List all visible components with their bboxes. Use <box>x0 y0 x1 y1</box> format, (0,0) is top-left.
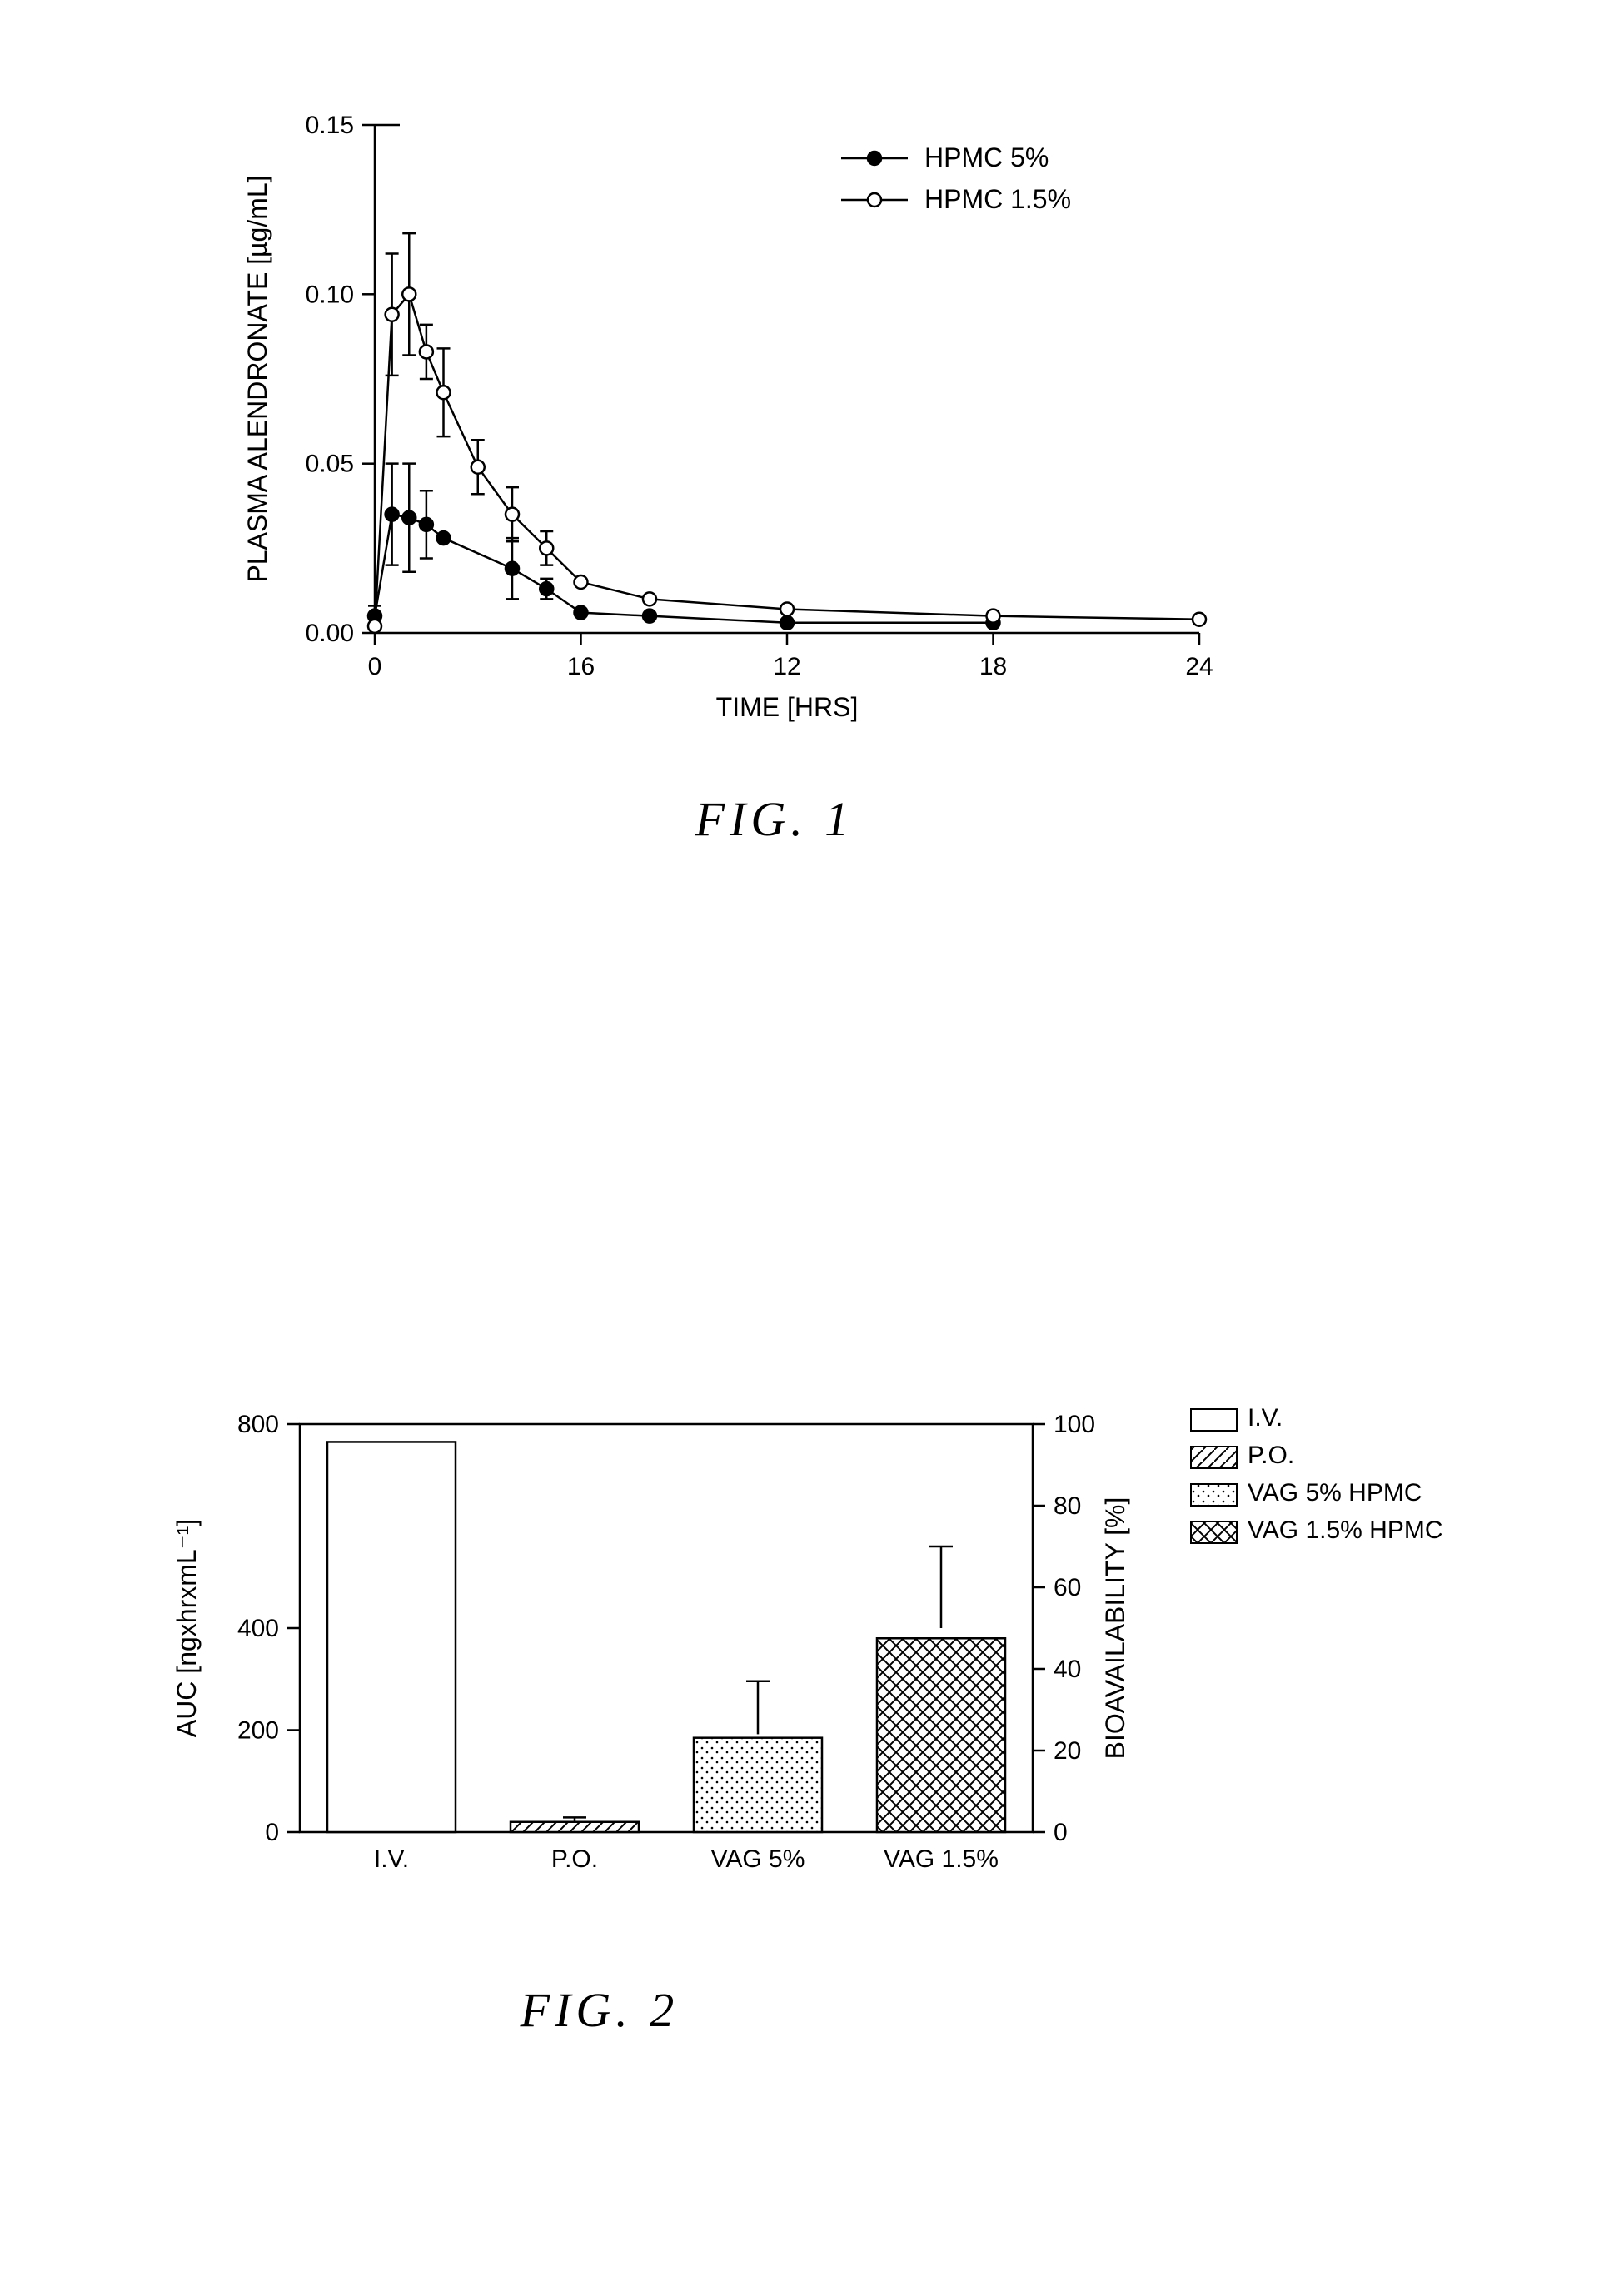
ytick-right: 60 <box>1054 1574 1081 1601</box>
legend-label: P.O. <box>1248 1442 1294 1469</box>
bar <box>877 1638 1005 1832</box>
legend-label: VAG 1.5% HPMC <box>1248 1517 1443 1544</box>
series-hpmc5 <box>368 464 1000 630</box>
ytick-right: 20 <box>1054 1737 1081 1765</box>
figure-1-svg: 0.00 0.05 0.10 0.15 0 16 12 18 24 TIME [… <box>233 83 1316 733</box>
xtick-label: 16 <box>567 653 595 680</box>
ytick-label: 0.10 <box>306 281 354 308</box>
bar <box>327 1442 456 1832</box>
y-axis-right-label: BIOAVAILABILITY [%] <box>1100 1497 1130 1760</box>
category-label: I.V. <box>374 1845 409 1873</box>
xtick-label: 18 <box>979 653 1007 680</box>
legend-item-0: HPMC 5% <box>841 142 1049 172</box>
bar <box>511 1822 639 1832</box>
legend-item: VAG 1.5% HPMC <box>1191 1517 1443 1544</box>
legend-item-1: HPMC 1.5% <box>841 184 1071 214</box>
x-axis-label: TIME [HRS] <box>716 692 859 722</box>
bars-group <box>327 1442 1005 1832</box>
xtick-label: 24 <box>1185 653 1213 680</box>
legend-item: I.V. <box>1191 1404 1283 1432</box>
figure-1-caption: FIG. 1 <box>233 791 1316 847</box>
ytick-left: 400 <box>237 1615 279 1642</box>
ytick-left: 200 <box>237 1717 279 1745</box>
legend-label: VAG 5% HPMC <box>1248 1479 1422 1507</box>
category-label: VAG 5% <box>711 1845 805 1873</box>
legend-label: HPMC 5% <box>924 142 1049 172</box>
ytick-label: 0.00 <box>306 620 354 647</box>
legend-label: HPMC 1.5% <box>924 184 1071 214</box>
figure-2-svg: 0 200 400 800 0 20 40 60 80 100 AUC [ngx… <box>150 1366 1499 1932</box>
xtick-label: 12 <box>773 653 800 680</box>
legend-label: I.V. <box>1248 1404 1283 1432</box>
legend: HPMC 5% HPMC 1.5% <box>841 142 1071 214</box>
left-ticks: 0 200 400 800 <box>237 1411 300 1846</box>
legend: I.V. P.O. VAG 5% HPMC VAG 1.5% HPMC <box>1191 1404 1443 1544</box>
figure-1-panel: 0.00 0.05 0.10 0.15 0 16 12 18 24 TIME [… <box>233 83 1316 733</box>
y-axis-label: PLASMA ALENDRONATE [µg/mL] <box>242 175 272 582</box>
figure-2-panel: 0 200 400 800 0 20 40 60 80 100 AUC [ngx… <box>150 1366 1499 1932</box>
x-ticks: 0 16 12 18 24 <box>368 633 1213 680</box>
ytick-label: 0.15 <box>306 112 354 139</box>
ytick-left: 0 <box>265 1819 279 1846</box>
ytick-right: 100 <box>1054 1411 1095 1438</box>
series-hpmc15 <box>368 233 1206 633</box>
legend-item: VAG 5% HPMC <box>1191 1479 1422 1507</box>
ytick-right: 0 <box>1054 1819 1068 1846</box>
y-axis-left-label: AUC [ngxhrxmL⁻¹] <box>172 1519 202 1737</box>
ytick-left: 800 <box>237 1411 279 1438</box>
ytick-right: 80 <box>1054 1492 1081 1520</box>
y-ticks: 0.00 0.05 0.10 0.15 <box>306 112 375 647</box>
ytick-right: 40 <box>1054 1656 1081 1683</box>
figure-2-caption: FIG. 2 <box>150 1982 1049 2038</box>
plot-area: 0.00 0.05 0.10 0.15 0 16 12 18 24 TIME [… <box>242 112 1213 722</box>
legend-item: P.O. <box>1191 1442 1294 1469</box>
xtick-label: 0 <box>368 653 382 680</box>
category-label: P.O. <box>551 1845 598 1873</box>
category-labels: I.V. P.O. VAG 5% VAG 1.5% <box>374 1845 999 1873</box>
right-ticks: 0 20 40 60 80 100 <box>1033 1411 1095 1846</box>
ytick-label: 0.05 <box>306 451 354 478</box>
category-label: VAG 1.5% <box>884 1845 999 1873</box>
bar <box>694 1738 822 1832</box>
